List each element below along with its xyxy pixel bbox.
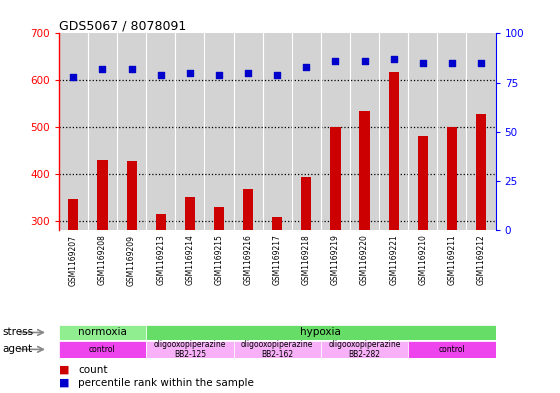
Bar — [301, 177, 311, 361]
Text: control: control — [89, 345, 116, 354]
Bar — [59, 325, 146, 340]
Text: hypoxia: hypoxia — [301, 327, 341, 338]
Point — [185, 70, 194, 76]
Point — [389, 56, 398, 62]
Text: GSM1169213: GSM1169213 — [156, 235, 165, 285]
Text: GSM1169219: GSM1169219 — [331, 235, 340, 285]
Text: GSM1169214: GSM1169214 — [185, 235, 194, 285]
Text: control: control — [438, 345, 465, 354]
Bar — [214, 208, 224, 361]
Point — [98, 66, 107, 72]
Bar — [360, 110, 370, 361]
Text: agent: agent — [3, 344, 33, 354]
Text: GSM1169209: GSM1169209 — [127, 235, 136, 286]
Text: GSM1169215: GSM1169215 — [214, 235, 223, 285]
Text: ■: ■ — [59, 378, 69, 388]
Text: GSM1169211: GSM1169211 — [447, 235, 456, 285]
Text: GSM1169217: GSM1169217 — [273, 235, 282, 285]
Bar — [330, 127, 340, 361]
Bar — [146, 341, 234, 358]
Bar — [321, 341, 408, 358]
Point — [360, 58, 369, 64]
Point — [418, 60, 427, 66]
Text: GSM1169208: GSM1169208 — [98, 235, 107, 285]
Point — [477, 60, 486, 66]
Text: GSM1169207: GSM1169207 — [69, 235, 78, 286]
Text: oligooxopiperazine
BB2-125: oligooxopiperazine BB2-125 — [153, 340, 226, 359]
Text: percentile rank within the sample: percentile rank within the sample — [78, 378, 254, 388]
Text: GSM1169220: GSM1169220 — [360, 235, 369, 285]
Text: GSM1169216: GSM1169216 — [244, 235, 253, 285]
Point — [331, 58, 340, 64]
Point — [214, 72, 223, 78]
Bar — [389, 72, 399, 361]
Point — [156, 72, 165, 78]
Text: stress: stress — [3, 327, 34, 338]
Bar — [234, 341, 321, 358]
Bar — [272, 217, 282, 361]
Bar — [59, 341, 146, 358]
Text: oligooxopiperazine
BB2-162: oligooxopiperazine BB2-162 — [241, 340, 314, 359]
Text: ■: ■ — [59, 365, 69, 375]
Bar — [408, 341, 496, 358]
Bar — [418, 136, 428, 361]
Text: oligooxopiperazine
BB2-282: oligooxopiperazine BB2-282 — [328, 340, 401, 359]
Bar — [185, 197, 195, 361]
Point — [69, 73, 78, 80]
Text: GSM1169221: GSM1169221 — [389, 235, 398, 285]
Bar — [127, 161, 137, 361]
Point — [447, 60, 456, 66]
Text: GDS5067 / 8078091: GDS5067 / 8078091 — [59, 19, 186, 32]
Point — [127, 66, 136, 72]
Bar — [97, 160, 108, 361]
Point — [302, 64, 311, 70]
Text: GSM1169210: GSM1169210 — [418, 235, 427, 285]
Bar — [156, 215, 166, 361]
Text: count: count — [78, 365, 108, 375]
Text: GSM1169218: GSM1169218 — [302, 235, 311, 285]
Text: GSM1169212: GSM1169212 — [477, 235, 486, 285]
Point — [244, 70, 253, 76]
Bar — [146, 325, 496, 340]
Text: normoxia: normoxia — [78, 327, 127, 338]
Bar — [476, 114, 486, 361]
Point — [273, 72, 282, 78]
Bar — [68, 200, 78, 361]
Bar — [243, 189, 253, 361]
Bar — [447, 127, 457, 361]
